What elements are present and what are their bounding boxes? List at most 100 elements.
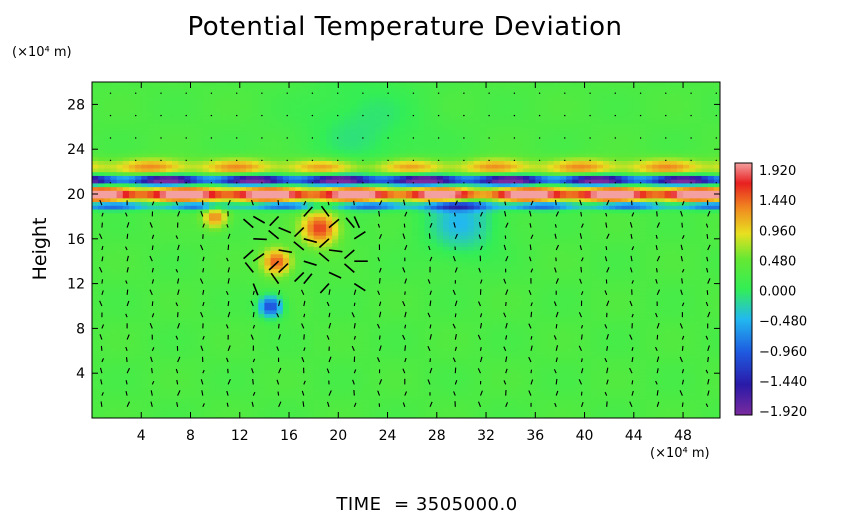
field-cell	[707, 332, 715, 337]
field-cell	[215, 250, 222, 255]
field-cell	[98, 253, 105, 259]
field-cell	[596, 388, 604, 393]
field-cell	[670, 369, 678, 374]
field-cell	[633, 320, 641, 326]
field-cell	[627, 264, 635, 270]
field-cell	[381, 391, 389, 397]
field-cell	[412, 238, 419, 244]
field-cell	[553, 317, 561, 322]
field-cell	[553, 339, 561, 344]
field-cell	[707, 410, 715, 415]
field-cell	[590, 306, 598, 311]
field-cell	[639, 238, 647, 244]
field-cell	[165, 350, 173, 356]
field-cell	[522, 276, 530, 281]
field-cell	[172, 264, 179, 270]
field-cell	[393, 403, 401, 408]
field-cell	[369, 354, 376, 359]
field-cell	[178, 291, 185, 296]
field-cell	[393, 410, 401, 415]
field-cell	[473, 391, 481, 397]
field-cell	[313, 414, 321, 418]
field-cell	[208, 414, 216, 418]
field-cell	[202, 276, 210, 281]
field-cell	[522, 406, 530, 412]
field-cell	[239, 328, 247, 333]
field-cell	[541, 283, 549, 288]
field-cell	[566, 347, 573, 352]
field-cell	[664, 347, 672, 352]
field-cell	[208, 276, 216, 281]
field-cell	[442, 324, 450, 329]
field-cell	[713, 287, 720, 292]
field-cell	[135, 339, 142, 344]
field-cell	[436, 309, 444, 315]
field-cell	[350, 302, 358, 307]
field-cell	[178, 339, 185, 344]
field-cell	[313, 362, 321, 367]
field-cell	[418, 350, 426, 356]
field-cell	[387, 324, 395, 329]
field-cell	[510, 406, 518, 412]
field-cell	[245, 261, 253, 266]
field-cell	[522, 388, 530, 393]
field-cell	[596, 253, 604, 259]
field-cell	[689, 347, 696, 352]
field-cell	[418, 272, 426, 277]
field-cell	[104, 298, 112, 303]
field-cell	[215, 268, 222, 273]
field-cell	[375, 235, 382, 240]
field-cell	[332, 373, 339, 378]
field-cell	[658, 354, 666, 359]
field-cell	[455, 294, 463, 300]
field-cell	[301, 354, 309, 359]
field-cell	[356, 294, 364, 300]
field-cell	[664, 358, 672, 363]
field-cell	[122, 261, 130, 266]
field-cell	[621, 317, 629, 322]
field-cell	[375, 272, 382, 277]
field-cell	[510, 358, 518, 363]
field-cell	[369, 414, 376, 418]
field-cell	[412, 253, 419, 259]
field-cell	[110, 298, 118, 303]
field-cell	[547, 257, 555, 262]
field-cell	[104, 388, 112, 393]
field-cell	[362, 403, 370, 408]
field-cell	[215, 276, 222, 281]
field-cell	[609, 257, 616, 262]
field-cell	[658, 317, 666, 322]
field-cell	[153, 324, 161, 329]
field-cell	[190, 414, 198, 418]
field-cell	[676, 313, 684, 318]
field-cell	[172, 250, 179, 255]
field-cell	[381, 287, 389, 292]
field-cell	[547, 264, 555, 270]
field-cell	[479, 317, 487, 322]
field-cell	[603, 264, 610, 270]
field-cell	[461, 287, 469, 292]
field-cell	[399, 320, 407, 326]
field-cell	[190, 395, 198, 400]
field-cell	[559, 410, 567, 415]
field-cell	[479, 272, 487, 277]
field-cell	[633, 373, 641, 378]
field-cell	[375, 328, 382, 333]
field-cell	[289, 362, 296, 367]
field-cell	[486, 339, 493, 344]
field-cell	[559, 376, 567, 382]
field-cell	[590, 320, 598, 326]
field-cell	[332, 264, 339, 270]
field-cell	[683, 298, 690, 303]
field-cell	[221, 376, 229, 382]
field-cell	[295, 384, 302, 389]
field-cell	[572, 380, 579, 385]
field-cell	[689, 403, 696, 408]
field-cell	[362, 235, 370, 240]
field-cell	[356, 373, 364, 378]
field-cell	[92, 384, 99, 389]
field-cell	[356, 403, 364, 408]
field-cell	[516, 242, 524, 247]
field-cell	[689, 399, 696, 404]
field-cell	[128, 380, 136, 385]
